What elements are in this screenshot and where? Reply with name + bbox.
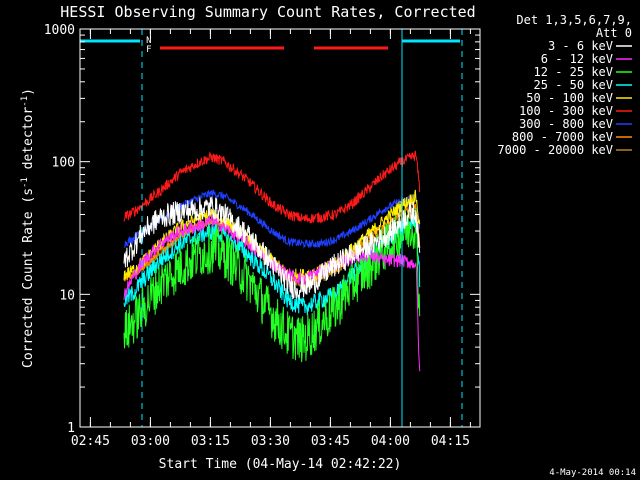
flare-flag-label: F bbox=[146, 45, 151, 55]
x-tick-label: 03:00 bbox=[131, 434, 170, 449]
series-line bbox=[123, 196, 421, 300]
axis-layer: 1 10 100 1000 02:45 03:00 03:15 03:30 03:45 04:00… bbox=[44, 23, 481, 449]
y-axis-label-mid: detector bbox=[21, 107, 36, 178]
legend-entry-label: 25 - 50 keV bbox=[534, 78, 613, 92]
x-tick-label: 02:45 bbox=[71, 434, 110, 449]
legend-entry-label: 100 - 300 keV bbox=[519, 104, 613, 118]
y-tick-label: 10 bbox=[59, 288, 75, 303]
series-line bbox=[123, 189, 421, 283]
y-tick-label: 100 bbox=[52, 156, 75, 171]
legend-entry-label: 6 - 12 keV bbox=[541, 52, 613, 66]
y-tick-label: 1 bbox=[67, 421, 75, 436]
x-tick-label: 04:00 bbox=[371, 434, 410, 449]
legend-entry-label: 7000 - 20000 keV bbox=[497, 143, 613, 157]
legend-entry-label: 300 - 800 keV bbox=[519, 117, 613, 131]
series-line bbox=[123, 150, 421, 224]
x-axis-label: Start Time (04-May-14 02:42:22) bbox=[159, 457, 402, 472]
legend-entry-label: 50 - 100 keV bbox=[526, 91, 613, 105]
series-line bbox=[123, 207, 421, 363]
series-layer bbox=[123, 150, 421, 372]
x-tick-label: 03:45 bbox=[311, 434, 350, 449]
footer-date: 4-May-2014 00:14 bbox=[549, 468, 636, 478]
y-axis-label-base: Corrected Count Rate (s bbox=[21, 188, 36, 368]
x-tick-label: 03:15 bbox=[191, 434, 230, 449]
y-axis-label-sup1: -1 bbox=[20, 177, 30, 188]
night-flag-label: N bbox=[146, 36, 151, 46]
x-tick-label: 04:15 bbox=[431, 434, 470, 449]
y-axis-label-end: ) bbox=[21, 88, 36, 96]
x-tick-label: 03:30 bbox=[251, 434, 290, 449]
series-line bbox=[123, 214, 421, 372]
legend-entry-label: 800 - 7000 keV bbox=[512, 130, 613, 144]
legend-entry-label: 3 - 6 keV bbox=[548, 39, 613, 53]
y-axis-label: Corrected Count Rate (s-1 detector-1) bbox=[20, 88, 36, 368]
y-tick-label: 1000 bbox=[44, 23, 75, 38]
chart-title: HESSI Observing Summary Count Rates, Cor… bbox=[60, 3, 475, 21]
plot-frame bbox=[79, 28, 481, 428]
legend-header-line-1: Det 1,3,5,6,7,9, bbox=[516, 13, 632, 27]
legend-header-line-2: Att 0 bbox=[596, 26, 632, 40]
legend-entry-label: 12 - 25 keV bbox=[534, 65, 613, 79]
y-axis-label-sup2: -1 bbox=[20, 96, 30, 107]
